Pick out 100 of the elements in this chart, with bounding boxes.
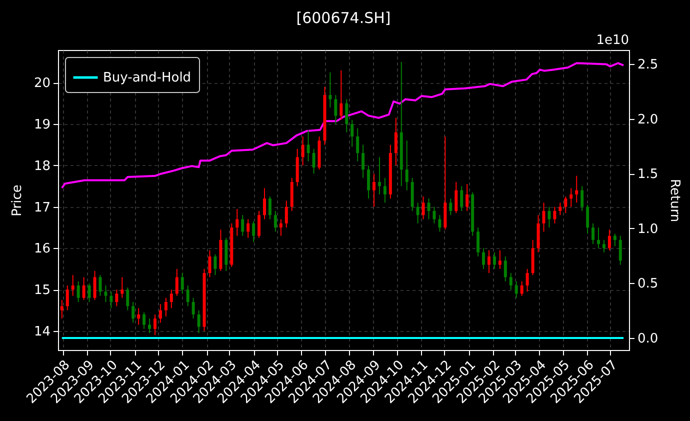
candlestick <box>120 276 124 298</box>
candlestick <box>82 276 86 300</box>
candlestick <box>350 119 354 148</box>
y-axis-title: Price <box>10 184 25 216</box>
y2-tick-label: 0.5 <box>638 276 658 292</box>
candlestick <box>236 208 239 236</box>
candlestick <box>570 188 573 208</box>
candlestick <box>394 117 398 166</box>
candlestick <box>618 235 622 266</box>
y-tick-label: 14 <box>34 324 50 340</box>
candlestick <box>367 164 370 200</box>
candlestick <box>170 289 173 309</box>
candlestick <box>126 287 130 311</box>
candlestick <box>476 227 480 257</box>
candlestick <box>334 94 338 125</box>
y-tick-label: 17 <box>34 200 50 216</box>
candlestick <box>328 72 332 108</box>
candlestick <box>592 222 595 245</box>
candlestick <box>306 130 310 162</box>
candlestick <box>180 272 184 294</box>
candlestick <box>258 210 261 238</box>
candlestick <box>580 186 584 212</box>
candlestick <box>279 218 282 236</box>
candlestick <box>504 256 507 282</box>
candlestick <box>312 148 316 174</box>
y2-tick-label: 1.5 <box>638 167 658 182</box>
candlestick <box>60 299 64 320</box>
candlestick <box>372 173 376 208</box>
candlestick <box>596 227 600 249</box>
candlestick <box>71 274 74 296</box>
candlestick <box>197 310 200 334</box>
candlestick <box>268 196 272 220</box>
y-tick-label: 18 <box>34 158 50 174</box>
candlestick <box>252 220 256 242</box>
candlestick <box>438 214 442 232</box>
candlestick <box>110 291 113 309</box>
candlestick <box>427 198 430 220</box>
candlestick <box>241 214 244 236</box>
candlestick <box>340 70 343 120</box>
candlestick <box>263 188 266 220</box>
candlestick <box>356 128 360 162</box>
candlestick <box>274 210 277 232</box>
candlestick <box>98 274 102 296</box>
candlestick <box>132 302 135 324</box>
candlestick <box>509 272 512 290</box>
y2-axis-title: Return <box>667 178 682 222</box>
candlestick <box>137 308 140 326</box>
y2-tick-label: 1.0 <box>638 222 658 237</box>
candlestick <box>613 233 616 247</box>
candlestick <box>482 248 486 270</box>
candlestick <box>148 318 152 334</box>
candlestick <box>88 282 91 302</box>
candlestick <box>492 252 496 270</box>
candlestick <box>93 270 96 300</box>
candlestick <box>514 280 518 298</box>
y-tick-label: 15 <box>34 283 50 298</box>
candlestick <box>362 144 365 178</box>
candlestick <box>526 268 529 292</box>
candlestick <box>246 218 250 238</box>
candlestick <box>548 206 551 228</box>
y-tick-label: 19 <box>34 118 50 133</box>
text: 1e10 <box>596 33 629 48</box>
candlestick <box>558 202 562 216</box>
candlestick <box>208 250 212 278</box>
y2-tick-label: 0.0 <box>638 331 658 346</box>
candlestick <box>142 312 146 330</box>
y2-tick-label: 2.0 <box>638 112 658 128</box>
candlestick <box>564 196 568 214</box>
y-tick-label: 16 <box>34 242 50 257</box>
candlestick <box>466 184 469 212</box>
candlestick <box>487 250 490 274</box>
candlestick <box>345 98 348 133</box>
candlestick <box>378 156 381 195</box>
candlestick <box>76 280 80 302</box>
candlestick <box>608 229 611 251</box>
candlestick <box>520 280 524 296</box>
candlestick <box>422 196 425 220</box>
candlestick <box>449 198 452 216</box>
candlestick <box>153 314 156 336</box>
candlestick <box>186 284 190 307</box>
candlestick <box>175 268 178 296</box>
candlestick <box>115 289 118 307</box>
candlestick <box>104 284 108 302</box>
candlestick <box>460 186 464 212</box>
candlestick <box>416 202 420 224</box>
candlestick <box>498 250 502 270</box>
candlestick <box>192 297 195 320</box>
candlestick <box>284 200 288 228</box>
candlestick <box>542 202 546 232</box>
candlestick <box>164 297 168 317</box>
candlestick <box>432 206 436 224</box>
candlestick <box>602 239 606 253</box>
line-series <box>60 62 625 189</box>
candlestick <box>454 182 458 214</box>
candlestick <box>553 206 556 224</box>
y-tick-label: 20 <box>34 76 50 92</box>
chart-title: [600674.SH] <box>296 9 391 27</box>
legend-label: Buy-and-Hold <box>103 70 192 86</box>
candlestick <box>301 136 304 166</box>
candlestick <box>158 304 162 324</box>
